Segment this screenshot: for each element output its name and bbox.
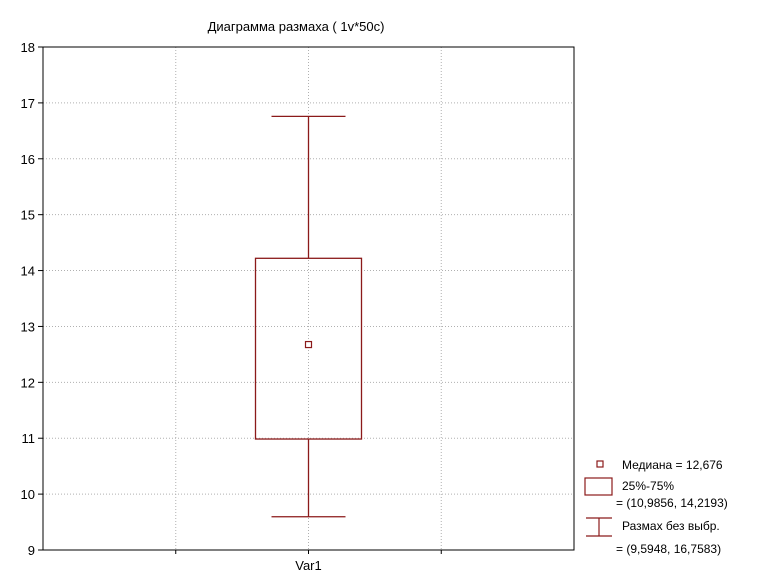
legend-whisker-label: Размах без выбр. <box>622 519 720 533</box>
y-tick-label: 11 <box>22 431 36 446</box>
legend-box-symbol <box>584 477 613 496</box>
x-axis: Var1 <box>175 550 442 573</box>
legend-box-label: 25%-75% <box>622 479 674 493</box>
y-tick-label: 15 <box>21 208 35 223</box>
iqr-box <box>254 257 363 440</box>
legend-whisker-sublabel: = (9,5948, 16,7583) <box>616 542 721 556</box>
y-axis: 9 10 11 12 13 14 15 16 17 18 <box>21 40 43 558</box>
x-tick-label: Var1 <box>295 558 322 573</box>
legend-median-symbol <box>596 460 604 468</box>
y-tick-label: 18 <box>21 40 35 55</box>
y-tick-label: 16 <box>21 152 35 167</box>
legend: Медиана = 12,676 25%-75% = (10,9856, 14,… <box>584 458 728 556</box>
median-marker <box>304 340 313 349</box>
y-tick-label: 14 <box>21 264 35 279</box>
chart-title: Диаграмма размаха ( 1v*50c) <box>208 19 385 34</box>
box-plot-series <box>254 115 363 518</box>
y-tick-label: 10 <box>21 487 35 502</box>
y-tick-label: 17 <box>21 96 35 111</box>
y-tick-label: 13 <box>21 319 35 334</box>
legend-box-sublabel: = (10,9856, 14,2193) <box>616 496 728 510</box>
legend-whisker-symbol <box>586 517 612 537</box>
y-tick-label: 9 <box>28 543 35 558</box>
y-tick-label: 12 <box>21 375 35 390</box>
legend-median-label: Медиана = 12,676 <box>622 458 723 472</box>
